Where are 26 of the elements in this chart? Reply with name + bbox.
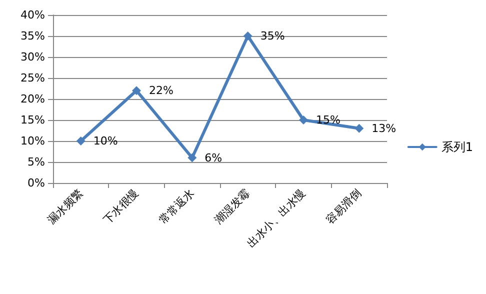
y-tick-label: 30% bbox=[20, 50, 45, 64]
y-tick-label: 40% bbox=[20, 8, 45, 22]
point bbox=[299, 116, 308, 124]
y-tick-label: 25% bbox=[20, 72, 45, 84]
x-tick-label: 常常返水 bbox=[156, 186, 197, 227]
y-tick-label: 5% bbox=[28, 156, 45, 168]
y-tick-label: 15% bbox=[20, 114, 45, 126]
point bbox=[243, 32, 252, 40]
y-tick-label: 35% bbox=[20, 30, 45, 42]
legend-label: 系列1 bbox=[441, 140, 474, 154]
data-label: 13% bbox=[372, 122, 396, 135]
data-label: 35% bbox=[260, 30, 285, 42]
x-tick-label: 漏水频繁 bbox=[45, 186, 86, 227]
point bbox=[132, 86, 141, 96]
x-tick-label: 潮湿发霉 bbox=[212, 186, 252, 227]
y-tick-label: 0% bbox=[28, 176, 45, 190]
point bbox=[76, 136, 86, 146]
y-tick-label: 10% bbox=[20, 134, 45, 148]
data-label: 10% bbox=[93, 134, 118, 148]
x-tick-label: 下水很慢 bbox=[100, 186, 142, 227]
y-tick-label: 20% bbox=[20, 92, 45, 106]
data-label: 22% bbox=[149, 84, 174, 98]
point bbox=[188, 153, 197, 162]
data-label: 6% bbox=[204, 151, 222, 164]
point bbox=[354, 124, 364, 133]
x-tick-label: 容易滑倒 bbox=[323, 186, 364, 227]
